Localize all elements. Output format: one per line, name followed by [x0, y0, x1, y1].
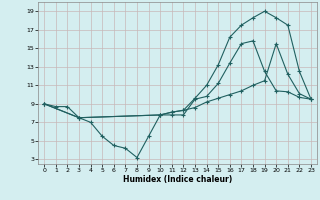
X-axis label: Humidex (Indice chaleur): Humidex (Indice chaleur)	[123, 175, 232, 184]
